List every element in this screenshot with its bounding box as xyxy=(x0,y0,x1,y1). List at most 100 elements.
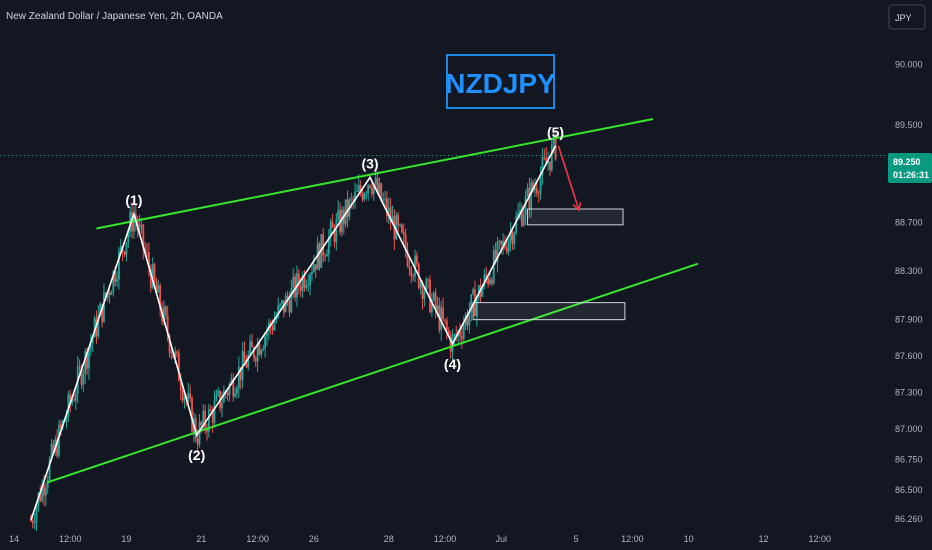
candle-body xyxy=(183,397,186,401)
candle-body xyxy=(198,421,201,445)
candle-body xyxy=(74,393,77,401)
time-tick-label: 5 xyxy=(574,534,579,544)
candle-body xyxy=(389,207,392,223)
candle-body xyxy=(159,285,162,310)
candle-body xyxy=(466,314,469,326)
candle-body xyxy=(423,291,426,300)
candle-body xyxy=(537,193,540,195)
candle-body xyxy=(402,232,405,235)
candle-body xyxy=(157,285,160,293)
candle-body xyxy=(449,334,452,352)
candle-body xyxy=(144,248,147,252)
candle-body xyxy=(84,351,87,374)
channel-upper-line[interactable] xyxy=(96,118,654,230)
candle-body xyxy=(119,246,122,251)
candle-body xyxy=(374,177,377,185)
candle-body xyxy=(515,216,518,233)
projection-arrow-line[interactable] xyxy=(557,145,580,211)
candle-body xyxy=(80,367,83,385)
drawings-layer: (1) (2) (3) (4) (5) xyxy=(0,118,888,521)
candle-body xyxy=(414,255,416,277)
candle-body xyxy=(230,378,233,385)
candle-body xyxy=(470,294,473,313)
candle-body xyxy=(378,183,381,193)
candle-body xyxy=(194,418,197,439)
candle-body xyxy=(333,227,336,243)
candle-body xyxy=(211,410,214,423)
candle-body xyxy=(301,274,304,291)
candle-body xyxy=(58,424,60,456)
candle-body xyxy=(314,264,317,270)
candle-body xyxy=(170,352,173,354)
candle-body xyxy=(494,250,497,262)
candle-body xyxy=(545,157,548,164)
candle-body xyxy=(286,295,289,301)
candle-body xyxy=(550,144,553,171)
candle-body xyxy=(429,279,431,313)
candle-body xyxy=(178,353,180,382)
candle-body xyxy=(149,268,152,288)
wave-label-3: (3) xyxy=(361,155,378,171)
channel-lower-line[interactable] xyxy=(46,262,699,484)
candle-body xyxy=(312,264,315,272)
candle-body xyxy=(196,438,199,445)
candle-body xyxy=(485,274,488,278)
candle-body xyxy=(116,279,118,282)
currency-button-label: JPY xyxy=(895,13,912,23)
candle-body xyxy=(251,341,253,348)
candle-body xyxy=(299,286,302,291)
candle-body xyxy=(209,409,212,411)
candle-body xyxy=(110,292,113,295)
candle-body xyxy=(522,214,525,226)
candle-body xyxy=(311,271,313,275)
candle-body xyxy=(492,250,495,284)
candle-body xyxy=(69,394,72,404)
candle-body xyxy=(234,393,237,397)
candle-body xyxy=(404,234,407,251)
candle-body xyxy=(406,250,409,266)
candle-body xyxy=(507,240,510,253)
zone-rectangle-1[interactable] xyxy=(472,302,626,321)
candle-body xyxy=(357,185,360,192)
candle-body xyxy=(552,134,555,145)
candle-body xyxy=(148,252,150,269)
candle-body xyxy=(52,443,55,452)
candle-body xyxy=(519,210,521,214)
candle-body xyxy=(114,271,117,282)
candle-body xyxy=(322,234,325,256)
price-tick-label: 86.260 xyxy=(895,514,923,524)
candle-body xyxy=(108,292,111,295)
candle-body xyxy=(367,185,370,194)
candle-body xyxy=(472,289,475,295)
candle-body xyxy=(500,240,503,245)
candle-body xyxy=(462,325,465,339)
zone-rectangle-2[interactable] xyxy=(526,208,624,226)
candle-body xyxy=(67,394,70,418)
candle-body xyxy=(376,177,379,193)
wave-label-2: (2) xyxy=(188,447,205,463)
candle-body xyxy=(168,335,171,353)
candle-body xyxy=(256,343,259,362)
candle-body xyxy=(277,305,280,317)
candle-body xyxy=(226,393,229,396)
candle-body xyxy=(384,198,386,200)
time-tick-label: 21 xyxy=(196,534,206,544)
candle-body xyxy=(91,337,94,344)
price-axis[interactable]: 90.000 89.500 88.700 88.300 87.900 87.600 87.3… xyxy=(895,59,923,524)
elliott-wave-path[interactable] xyxy=(30,145,557,521)
candle-body xyxy=(163,306,165,322)
time-tick-label: 12 xyxy=(759,534,769,544)
price-badge-price: 89.250 xyxy=(893,157,921,167)
time-axis[interactable]: 14 12:00 19 21 12:00 26 28 12:00 Jul 5 12:00 10 12 12… xyxy=(9,534,831,544)
candle-body xyxy=(44,487,47,496)
candle-body xyxy=(305,285,308,288)
candle-body xyxy=(436,305,439,310)
candle-body xyxy=(331,221,334,228)
currency-button[interactable]: JPY xyxy=(888,4,926,30)
candle-body xyxy=(354,191,356,201)
candle-body xyxy=(99,303,102,315)
candle-body xyxy=(254,358,257,362)
candle-body xyxy=(453,334,456,338)
price-tick-label: 87.900 xyxy=(895,315,923,325)
